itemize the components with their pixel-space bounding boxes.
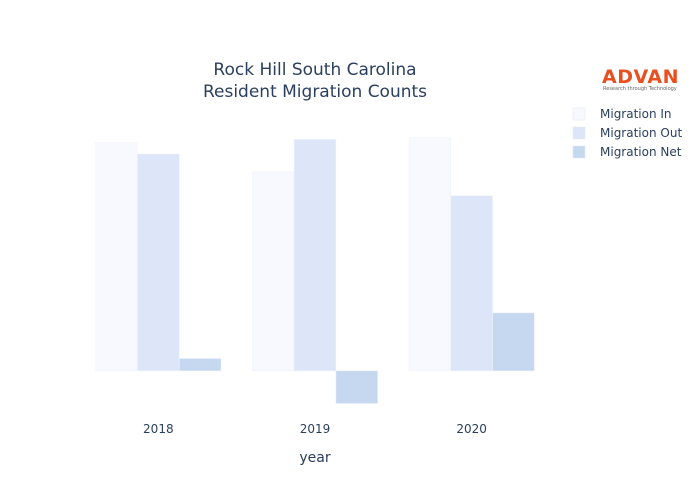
x-tick-labels: 2018 2019 2020 xyxy=(143,422,487,436)
logo-tagline: Research through Technology xyxy=(603,86,677,92)
bar-migration-out-2020 xyxy=(450,195,493,372)
legend-label-migration-in[interactable]: Migration In xyxy=(600,107,672,121)
bar-migration-in-2019 xyxy=(252,171,295,372)
bar-migration-out-2018 xyxy=(137,153,180,372)
legend-swatch-migration-in[interactable] xyxy=(572,107,586,121)
x-tick-label-2020: 2020 xyxy=(456,422,487,436)
bar-migration-out-2019 xyxy=(293,139,337,372)
legend: Migration In Migration Out Migration Net xyxy=(572,107,682,159)
chart-title-line-1: Rock Hill South Carolina xyxy=(213,60,416,80)
x-tick-label-2018: 2018 xyxy=(143,422,174,436)
bars-layer xyxy=(95,137,535,404)
legend-label-migration-out[interactable]: Migration Out xyxy=(600,126,682,140)
bar-migration-net-2020 xyxy=(492,312,535,372)
legend-label-migration-net[interactable]: Migration Net xyxy=(600,145,682,159)
chart-title-line-2: Resident Migration Counts xyxy=(203,82,427,102)
advan-logo: ADVAN Research through Technology xyxy=(602,66,679,92)
bar-migration-in-2018 xyxy=(95,142,138,372)
bar-migration-net-2019 xyxy=(335,370,378,404)
logo-text: ADVAN xyxy=(602,66,679,88)
legend-swatch-migration-out[interactable] xyxy=(572,126,586,140)
chart-title: Rock Hill South Carolina Resident Migrat… xyxy=(203,60,427,102)
x-tick-label-2019: 2019 xyxy=(300,422,331,436)
bar-migration-in-2020 xyxy=(408,137,452,372)
x-axis-title: year xyxy=(299,450,330,466)
legend-swatch-migration-net[interactable] xyxy=(572,145,586,159)
bar-migration-net-2018 xyxy=(178,358,222,372)
